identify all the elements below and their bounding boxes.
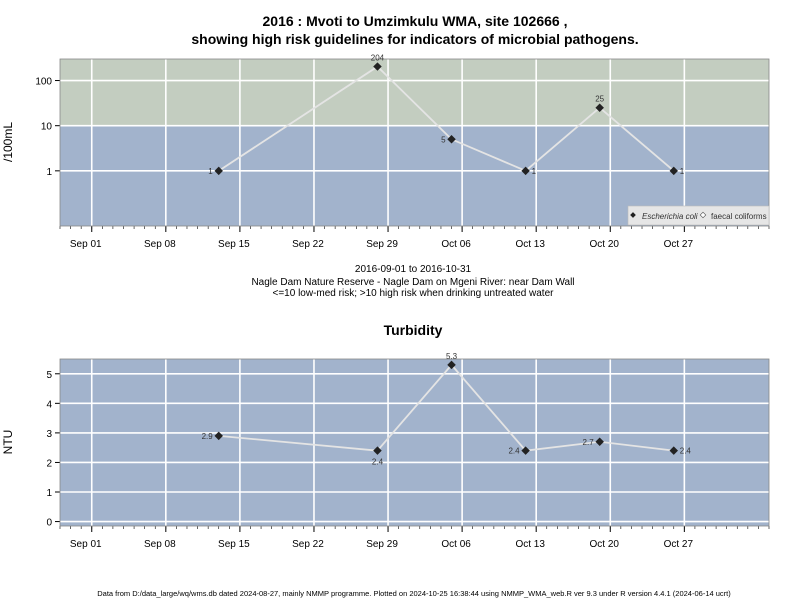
chart1-subtitle-line3: <=10 low-med risk; >10 high risk when dr… <box>273 288 555 299</box>
legend-label-ecoli: Escherichia coli <box>642 212 698 221</box>
chart2-ytick-label: 1 <box>46 488 52 499</box>
chart1-data-label: 1 <box>208 167 213 176</box>
chart2-background <box>60 359 769 526</box>
chart1-data-label: 5 <box>441 135 446 144</box>
chart1-ylabel: /100mL <box>1 122 15 162</box>
chart2-ytick-label: 4 <box>46 399 52 410</box>
chart2-series-line <box>218 363 674 452</box>
chart2-point <box>521 446 530 455</box>
chart2-data-label: 2.9 <box>202 432 214 441</box>
chart1-plot-area: Sep 01 Sep 08 Sep 15 Sep 22 Sep 29 Oct 06 Oct … <box>35 54 770 250</box>
chart1-legend-box <box>627 205 770 226</box>
chart1-xtick-label: Oct 13 <box>515 239 545 250</box>
chart1-subtitle-line2: Nagle Dam Nature Reserve - Nagle Dam on … <box>251 277 574 288</box>
chart2-point <box>373 446 382 455</box>
chart1-title-line1: 2016 : Mvoti to Umzimkulu WMA, site 1026… <box>263 13 568 29</box>
chart2-ytick-label: 3 <box>46 429 52 440</box>
chart1-xtick-label: Sep 22 <box>292 239 324 250</box>
chart2-point <box>214 431 223 441</box>
chart2-xtick-label: Sep 08 <box>144 539 176 550</box>
chart1-frame <box>59 58 770 227</box>
chart1-point <box>447 135 456 144</box>
chart2-ytick-label: 2 <box>46 458 52 469</box>
chart2-data-label: 2.4 <box>372 458 384 467</box>
chart1-point <box>214 166 223 176</box>
chart1-legend: Escherichia coli faecal coliforms <box>627 205 770 226</box>
chart1-xtick-label: Oct 20 <box>590 239 620 250</box>
chart1-ytick-label: 1 <box>46 167 52 178</box>
chart2-frame <box>59 358 770 527</box>
chart2-xtick-label: Sep 22 <box>292 539 324 550</box>
chart2-ytick-label: 5 <box>46 370 52 381</box>
chart1-point <box>373 62 382 71</box>
chart2-point <box>447 360 456 370</box>
chart1-title-line2: showing high risk guidelines for indicat… <box>191 31 638 47</box>
chart2-point <box>669 446 679 455</box>
chart1-xtick-label: Sep 01 <box>70 239 102 250</box>
chart2-xtick-label: Sep 15 <box>218 539 250 550</box>
chart2-xtick-label: Oct 20 <box>590 539 620 550</box>
chart2-data-label: 2.7 <box>583 438 595 447</box>
footer-note: Data from D:/data_large/wq/wms.db dated … <box>97 589 731 598</box>
chart1-series-line <box>218 65 675 172</box>
legend-marker-ecoli <box>630 212 636 218</box>
chart2-xtick-label: Sep 29 <box>366 539 398 550</box>
chart2-title: Turbidity <box>384 322 443 338</box>
chart1-xtick-label: Sep 29 <box>366 239 398 250</box>
chart1-data-label: 25 <box>595 95 604 104</box>
chart1-data-label: 1 <box>532 167 537 176</box>
chart2-data-label: 2.4 <box>508 447 520 456</box>
chart2-ytick-label: 0 <box>46 518 52 529</box>
chart2-xtick-label: Oct 06 <box>441 539 471 550</box>
chart2-point <box>595 437 604 447</box>
chart1-data-label: 204 <box>371 54 385 63</box>
chart1-data-label: 1 <box>680 167 685 176</box>
chart2-xtick-label: Oct 13 <box>515 539 545 550</box>
chart1-xtick-label: Sep 15 <box>218 239 250 250</box>
chart1-ytick-label: 100 <box>35 77 52 88</box>
chart1-ytick-label: 10 <box>41 122 53 133</box>
chart1-subtitle-line1: 2016-09-01 to 2016-10-31 <box>355 264 472 275</box>
legend-label-faecal: faecal coliforms <box>711 212 767 221</box>
chart2-xtick-label: Sep 01 <box>70 539 102 550</box>
chart2-data-label: 5.3 <box>446 352 458 361</box>
legend-marker-faecal <box>699 211 707 219</box>
chart2-data-label: 2.4 <box>680 447 692 456</box>
chart2-plot-area: Sep 01 Sep 08 Sep 15 Sep 22 Sep 29 Oct 06 Oct … <box>46 352 770 550</box>
chart1-xtick-label: Sep 08 <box>144 239 176 250</box>
chart2-xtick-label: Oct 27 <box>664 539 694 550</box>
chart1-xtick-label: Oct 06 <box>441 239 471 250</box>
chart1-xtick-label: Oct 27 <box>664 239 694 250</box>
chart2-ylabel: NTU <box>1 430 15 455</box>
chart1-band-0 <box>60 59 769 126</box>
